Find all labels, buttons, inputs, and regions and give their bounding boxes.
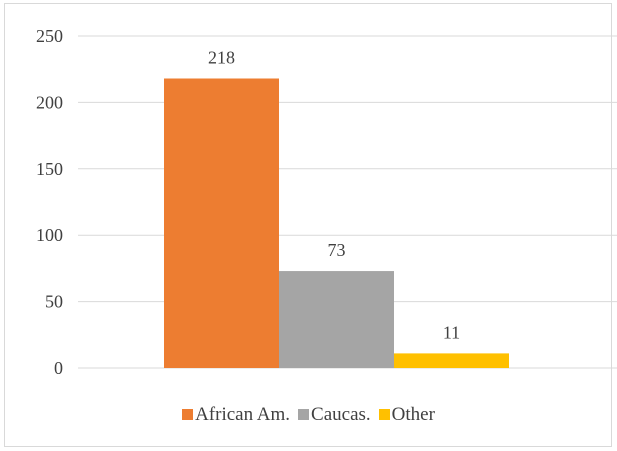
y-tick-label: 0: [54, 358, 63, 378]
legend-item: Other: [378, 404, 435, 426]
y-tick-label: 200: [36, 92, 63, 112]
legend-label: Other: [391, 404, 435, 425]
data-label: 73: [328, 240, 346, 260]
legend-swatch: [378, 409, 390, 420]
legend-label: African Am.: [195, 404, 291, 425]
bar-african-am: [164, 78, 279, 368]
legend-swatch: [182, 409, 194, 420]
y-tick-label: 150: [36, 159, 63, 179]
legend-swatch: [298, 409, 310, 420]
bar-other: [394, 353, 509, 368]
y-tick-label: 100: [36, 225, 63, 245]
y-tick-label: 250: [36, 26, 63, 46]
y-tick-label: 50: [45, 292, 63, 312]
data-label: 11: [443, 322, 460, 342]
chart-frame: [4, 3, 612, 447]
legend-label: Caucas.: [311, 404, 371, 425]
chart-legend: African Am. Caucas. Other: [0, 404, 617, 426]
legend-item: Caucas.: [298, 404, 371, 426]
data-label: 218: [208, 47, 235, 67]
bar-caucas: [279, 271, 394, 368]
legend-item: African Am.: [182, 404, 290, 426]
